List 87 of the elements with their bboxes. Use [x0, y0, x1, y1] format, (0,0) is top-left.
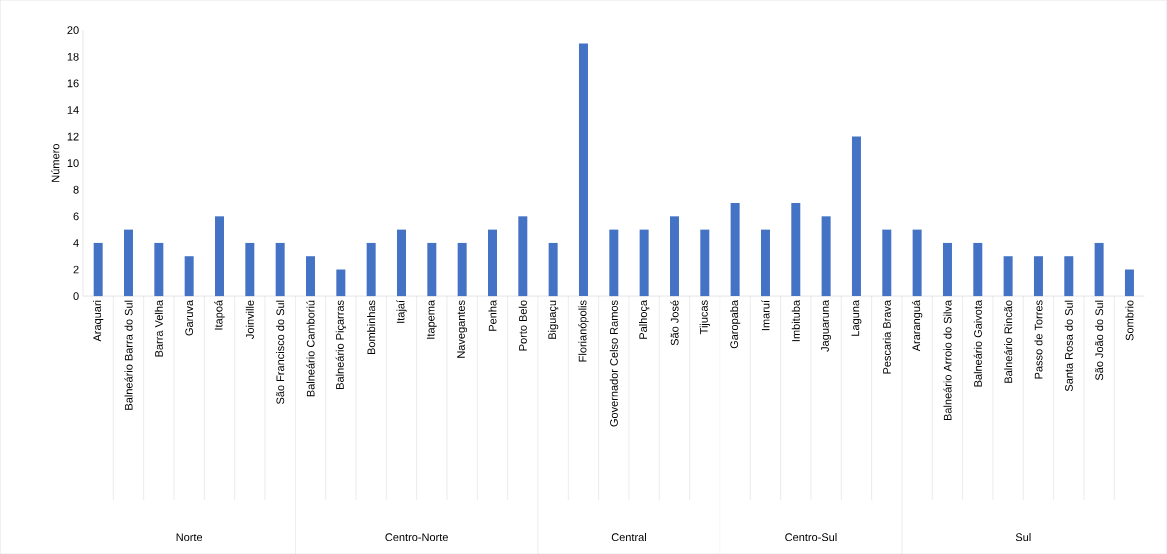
- bar: [245, 242, 255, 296]
- bar: [1033, 256, 1043, 296]
- y-axis-title: Número: [51, 143, 60, 182]
- x-tick-label: São Francisco do Sul: [276, 300, 285, 404]
- x-tick-label: São José: [670, 300, 679, 346]
- x-tick-label: Laguna: [851, 299, 862, 336]
- y-tick-label: 8: [73, 185, 79, 194]
- y-tick-label: 4: [73, 239, 79, 247]
- bar: [669, 216, 679, 296]
- y-tick-label: 12: [67, 132, 79, 141]
- x-tick-label: Navegantes: [457, 300, 468, 358]
- bar: [366, 242, 376, 296]
- x-tick-label: Joinville: [245, 300, 254, 339]
- bar: [700, 229, 710, 296]
- x-tick-label: Penha: [488, 299, 497, 331]
- x-tick-label: Palhoça: [639, 299, 650, 339]
- x-tick-label: Imaruí: [761, 299, 770, 331]
- bar: [791, 202, 801, 296]
- bar: [215, 216, 224, 296]
- x-tick-label: Governador Celso Ramos: [609, 300, 618, 427]
- y-tick-label: 14: [67, 106, 79, 114]
- x-tick-label: Balneário Camboriú: [306, 300, 315, 397]
- x-tick-label: Porto Belo: [518, 300, 527, 351]
- y-tick-label: 2: [73, 265, 79, 274]
- bar: [396, 229, 406, 296]
- x-tick-label: Garopaba: [730, 299, 741, 349]
- x-tick-label: Santa Rosa do Sul: [1064, 300, 1073, 392]
- y-tick-label: 6: [73, 212, 79, 221]
- x-tick-label: Itapoá: [214, 299, 225, 330]
- y-tick-label: 20: [67, 26, 79, 34]
- text: Sul: [1015, 532, 1031, 542]
- bar: [1064, 256, 1074, 296]
- bar: [942, 242, 952, 296]
- x-tick-label: Balneário Arroio do Silva: [943, 299, 952, 420]
- x-tick-label: São João do Sul: [1095, 300, 1104, 381]
- bar: [639, 229, 649, 296]
- bar: [851, 136, 861, 296]
- x-tick-label: Tijucas: [699, 300, 710, 335]
- bar: [275, 242, 285, 296]
- bar: [760, 229, 770, 296]
- x-tick-label: Balneário Rincão: [1004, 300, 1013, 383]
- bar: [1094, 242, 1104, 296]
- y-tick-label: 16: [67, 79, 79, 88]
- text: Norte: [176, 533, 203, 542]
- bar: [1124, 269, 1134, 296]
- bar: [548, 242, 558, 296]
- x-tick-label: Sombrio: [1125, 300, 1134, 341]
- bar: [427, 242, 437, 296]
- bar: [518, 216, 528, 296]
- bar: [882, 229, 892, 296]
- x-tick-label: Imbituba: [791, 299, 800, 342]
- x-tick-label: Itapema: [426, 299, 437, 339]
- bar: [336, 269, 346, 296]
- bar: [93, 242, 103, 296]
- bar: [1003, 256, 1013, 296]
- x-tick-label: Araranguá: [911, 299, 923, 352]
- y-tick-label: 10: [67, 159, 79, 167]
- x-tick-label: Balneário Gaivota: [973, 299, 982, 387]
- bar: [457, 242, 467, 296]
- x-tick-label: Passo de Torres: [1034, 300, 1043, 379]
- bar: [609, 229, 619, 296]
- x-tick-label: Pescaria Brava: [882, 299, 891, 374]
- x-tick-label: Barra Velha: [154, 299, 163, 357]
- bar: [154, 242, 164, 296]
- text: Centro-Norte: [385, 533, 448, 542]
- x-tick-label: Florianópolis: [578, 300, 589, 362]
- bar: [184, 256, 194, 296]
- x-tick-label: Itajaí: [396, 299, 407, 323]
- y-tick-label: 0: [73, 292, 79, 300]
- text: Centro-Sul: [785, 532, 837, 542]
- bar: [487, 229, 497, 296]
- bar: [578, 43, 588, 296]
- x-tick-label: Araquari: [93, 300, 104, 342]
- bar: [730, 202, 740, 296]
- y-tick-label: 18: [67, 52, 79, 61]
- x-tick-label: Biguaçu: [548, 300, 559, 339]
- x-tick-label: Bombinhas: [367, 300, 376, 354]
- x-tick-label: Balneário Barra do Sul: [124, 300, 133, 410]
- bar: [973, 242, 983, 296]
- bar: [912, 229, 922, 296]
- x-tick-label: Jaguaruna: [821, 299, 832, 352]
- bar: [306, 256, 315, 296]
- x-tick-label: Balneário Piçarras: [335, 300, 347, 389]
- text: Central: [611, 532, 646, 542]
- bar: [821, 216, 831, 296]
- bar: [124, 229, 133, 296]
- x-tick-label: Garuva: [185, 299, 194, 336]
